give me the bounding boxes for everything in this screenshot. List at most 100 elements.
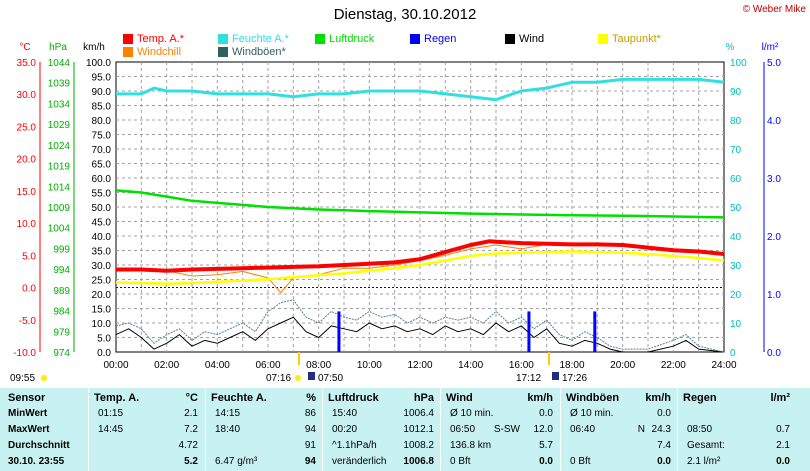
pressure-time: veränderlich: [332, 456, 387, 467]
gusts-header: Windböen: [566, 392, 620, 404]
time-tick-label: 18:00: [559, 360, 584, 371]
wind-tick-label: 40.0: [92, 232, 112, 243]
wind-tick-label: 55.0: [92, 189, 112, 200]
gusts-time: Ø 10 min.: [570, 408, 614, 419]
legend-label: Feuchte A.*: [232, 33, 289, 45]
gusts-value: 0.0: [657, 456, 671, 467]
row-label: 30.10. 23:55: [8, 456, 65, 467]
pressure-tick-label: 999: [53, 244, 70, 255]
pressure-time: 15:40: [332, 408, 358, 419]
sunset-time: 17:12: [516, 373, 541, 384]
series-line-luftdruck: [115, 189, 725, 219]
legend-swatch: [598, 34, 608, 44]
wind-tick-label: 0.0: [97, 348, 111, 359]
unit-wind: km/h: [83, 42, 105, 53]
legend-item: Taupunkt*: [598, 33, 661, 45]
legend-swatch: [123, 47, 133, 57]
humidity-tick-label: 90: [730, 87, 742, 98]
pressure-tick-label: 979: [53, 327, 70, 338]
temp-value: 5.2: [184, 456, 198, 467]
legend-item: Windchill: [123, 46, 181, 58]
wind-tick-label: 100.0: [86, 58, 111, 69]
humidity-tick-label: 40: [730, 232, 742, 243]
legend-label: Taupunkt*: [612, 33, 661, 45]
table-separator: [88, 388, 89, 471]
row-label: MaxWert: [8, 424, 50, 435]
temp-tick-label: 15.0: [17, 187, 37, 198]
table-separator: [677, 388, 678, 471]
wind-tick-label: 85.0: [92, 102, 112, 113]
wind-time: 136.8 km: [450, 440, 492, 451]
pressure-tick-label: 1009: [48, 203, 71, 214]
wind-tick-label: 60.0: [92, 174, 112, 185]
temp-tick-label: 20.0: [17, 155, 37, 166]
legend-item: Wind: [505, 33, 544, 45]
sunrise-icon: [295, 375, 301, 381]
gusts-value: 0.0: [657, 408, 671, 419]
legend-label: Luftdruck: [329, 33, 375, 45]
rain-tick-label: 5.0: [767, 58, 781, 69]
legend-label: Windchill: [137, 46, 182, 58]
sun-icon: [41, 375, 47, 381]
legend-item: Temp. A.*: [123, 33, 184, 45]
gusts-time: 0 Bft: [570, 456, 591, 467]
time-tick-label: 22:00: [661, 360, 686, 371]
legend-label: Wind: [519, 33, 545, 45]
series-line-taupunkt: [115, 250, 725, 285]
wind-time: 0 Bft: [450, 456, 471, 467]
time-tick-label: 14:00: [458, 360, 483, 371]
moonset-icon: [552, 372, 559, 380]
table-separator: [205, 388, 206, 471]
wind-tick-label: 95.0: [92, 73, 112, 84]
legend-label: Windböen*: [232, 46, 286, 58]
table-separator: [560, 388, 561, 471]
rain-tick-label: 3.0: [767, 174, 781, 185]
wind-tick-label: 90.0: [92, 87, 112, 98]
legend-item: Regen: [410, 33, 456, 45]
legend-label: Temp. A.*: [137, 33, 185, 45]
humidity-tick-label: 30: [730, 261, 742, 272]
wind-direction: S-SW: [493, 424, 520, 435]
legend-item: Luftdruck: [315, 33, 374, 45]
humidity-header: Feuchte A.: [211, 392, 267, 404]
pressure-tick-label: 1004: [48, 224, 71, 235]
sunrise-time: 07:16: [266, 373, 291, 384]
wind-tick-label: 30.0: [92, 261, 112, 272]
humidity-tick-label: 60: [730, 174, 742, 185]
temp-tick-label: 35.0: [17, 58, 37, 69]
time-tick-label: 08:00: [306, 360, 331, 371]
gusts-value: 7.4: [657, 440, 671, 451]
humidity-value: 94: [304, 424, 316, 435]
unit-pressure: hPa: [49, 42, 67, 53]
humidity-value: 91: [304, 440, 316, 451]
pressure-tick-label: 1034: [48, 99, 71, 110]
wind-time: Ø 10 min.: [450, 408, 494, 419]
wind-tick-label: 10.0: [92, 319, 112, 330]
unit-rain: l/m²: [762, 42, 779, 53]
rain-time: Gesamt:: [687, 440, 725, 451]
pressure-value: 1006.4: [403, 408, 434, 419]
summary-table: Sensor MinWert MaxWert Durchschnitt 30.10. 2…: [0, 388, 810, 471]
table-separator: [322, 388, 323, 471]
gusts-value: 24.3: [651, 424, 671, 435]
humidity-tick-label: 50: [730, 203, 742, 214]
wind-tick-label: 70.0: [92, 145, 112, 156]
pressure-value: 1008.2: [403, 440, 434, 451]
humidity-time: 6.47 g/m³: [215, 456, 258, 467]
temp-tick-label: 25.0: [17, 122, 37, 133]
wind-value: 12.0: [533, 424, 553, 435]
pressure-tick-label: 1019: [48, 162, 71, 173]
rain-tick-label: 0.0: [767, 348, 781, 359]
temp-tick-label: 5.0: [22, 251, 36, 262]
pressure-tick-label: 1039: [48, 79, 71, 90]
time-tick-label: 20:00: [610, 360, 635, 371]
rain-time: 2.1 l/m²: [687, 456, 721, 467]
time-tick-label: 06:00: [255, 360, 280, 371]
pressure-header: Luftdruck: [328, 392, 379, 404]
humidity-tick-label: 0: [730, 348, 736, 359]
time-tick-label: 10:00: [357, 360, 382, 371]
time-tick-label: 12:00: [407, 360, 432, 371]
series-line-wind: [115, 316, 725, 353]
legend-item: Windböen*: [218, 46, 286, 58]
rain-header: Regen: [683, 392, 717, 404]
